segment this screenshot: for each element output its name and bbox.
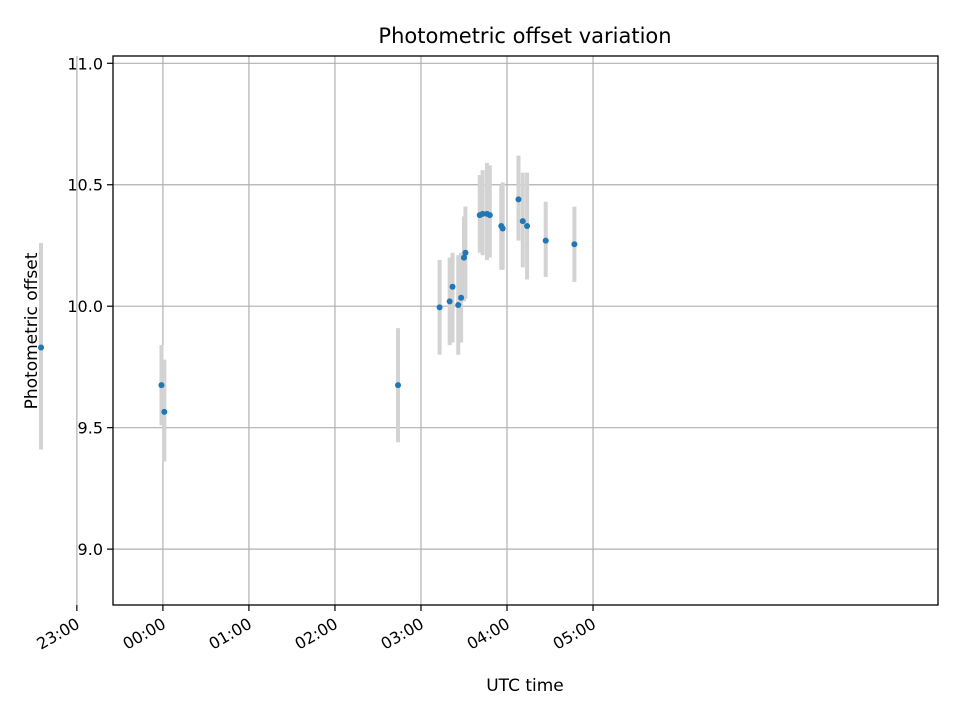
y-tick-label: 10.0 <box>67 297 103 316</box>
y-tick-label: 9.0 <box>78 540 103 559</box>
data-point <box>542 237 549 244</box>
data-point <box>161 408 168 415</box>
y-tick-label: 11.0 <box>67 54 103 73</box>
y-axis-label: Photometric offset <box>22 252 42 409</box>
data-point <box>524 223 531 230</box>
data-point <box>436 304 443 311</box>
data-point <box>460 254 467 261</box>
data-point <box>486 212 493 219</box>
data-point <box>38 344 45 351</box>
data-point <box>519 218 526 225</box>
data-point <box>571 241 578 248</box>
data-point <box>446 298 453 305</box>
plot-area-frame <box>112 55 939 606</box>
data-point <box>462 249 469 256</box>
grid <box>76 56 938 605</box>
y-tick-label: 9.5 <box>78 419 103 438</box>
data-points <box>38 196 578 415</box>
chart-title: Photometric offset variation <box>378 24 671 48</box>
data-point <box>458 294 465 301</box>
data-point <box>515 196 522 203</box>
data-point <box>479 210 486 217</box>
data-point <box>158 382 165 389</box>
x-axis-label: UTC time <box>486 676 564 696</box>
data-point <box>499 225 506 232</box>
y-tick-label: 10.5 <box>67 176 103 195</box>
data-point <box>449 283 456 290</box>
data-point <box>395 382 402 389</box>
data-point <box>455 301 462 308</box>
